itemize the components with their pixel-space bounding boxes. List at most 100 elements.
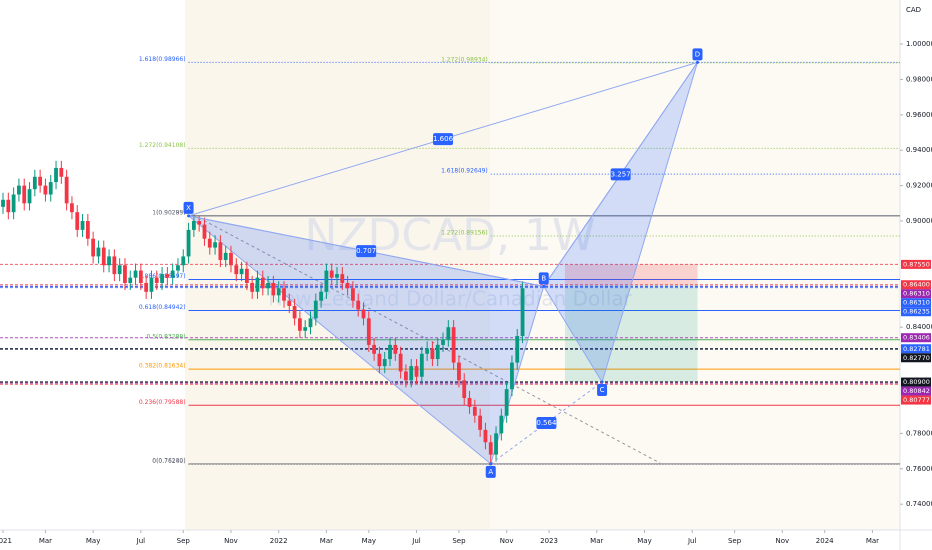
- point-badge: [538, 272, 549, 285]
- candle-body: [335, 274, 339, 278]
- candle-body: [112, 256, 117, 275]
- candle-body: [138, 270, 143, 283]
- price-tag: [901, 395, 931, 405]
- candle-body: [409, 366, 414, 381]
- price-tag-label: 0.80842: [903, 387, 930, 395]
- candle-body: [101, 247, 106, 266]
- candle-body: [483, 429, 488, 443]
- candle-body: [441, 339, 445, 345]
- candle-body: [59, 167, 64, 177]
- x-tick-label: Nov: [224, 537, 238, 545]
- candle-body: [388, 344, 392, 360]
- candle-body: [451, 327, 456, 363]
- candle-body: [372, 344, 377, 354]
- candle-body: [107, 256, 111, 266]
- x-tick-label: Sep: [452, 537, 466, 545]
- candle-body: [308, 318, 313, 328]
- x-tick-label: 2023: [540, 537, 558, 545]
- candle-body: [70, 203, 74, 213]
- candle-body: [297, 318, 302, 331]
- candle-body: [160, 274, 164, 283]
- price-tag: [901, 298, 931, 308]
- candle-body: [520, 288, 525, 337]
- price-tag-label: 0.86310: [903, 290, 930, 298]
- candle-body: [32, 176, 37, 190]
- watermark: NZDCAD, 1W New Zealand Dollar/Canadian D…: [268, 210, 632, 311]
- point-label: X: [186, 204, 191, 212]
- price-tag-label: 0.86235: [903, 308, 930, 316]
- fib-label: 1(0.90289): [152, 209, 185, 216]
- point-badge: [597, 384, 608, 397]
- pattern-point: [542, 284, 546, 288]
- price-tag-label: 0.82770: [903, 354, 930, 362]
- candle-body: [17, 185, 21, 195]
- candle-body: [43, 185, 48, 195]
- fib-label: 1.272(0.98934): [441, 56, 488, 63]
- candle-body: [165, 274, 170, 278]
- price-tag: [901, 333, 931, 343]
- pattern-point: [695, 60, 699, 64]
- candle-body: [1, 199, 5, 207]
- pattern-point: [600, 380, 604, 384]
- x-tick-label: Nov: [775, 537, 789, 545]
- x-tick-label: Mar: [590, 537, 603, 545]
- candle-body: [292, 305, 297, 319]
- candle-body: [250, 282, 255, 292]
- candle-body: [11, 194, 16, 213]
- price-tag: [901, 307, 931, 317]
- candle-body: [467, 397, 472, 407]
- candle-body: [202, 224, 207, 239]
- candle-body: [504, 389, 509, 416]
- candle-body: [510, 362, 514, 390]
- pattern-point: [489, 462, 493, 466]
- x-tick-label: Mar: [866, 537, 879, 545]
- x-tick-label: Jul: [411, 537, 421, 545]
- candle-body: [462, 380, 467, 398]
- fib-label: 0.382(0.81634): [139, 363, 186, 370]
- candle-body: [377, 353, 382, 367]
- x-tick-label: 2024: [816, 537, 834, 545]
- candle-body: [117, 265, 122, 275]
- candle-body: [75, 212, 80, 230]
- candle-body: [149, 277, 154, 292]
- candle-body: [213, 242, 217, 248]
- candle-body: [435, 344, 440, 360]
- candle-body: [27, 189, 32, 204]
- price-tag: [901, 386, 931, 396]
- candle-body: [319, 291, 323, 301]
- candle-body: [64, 176, 69, 204]
- candle-body: [244, 268, 249, 283]
- candle-body: [191, 221, 196, 230]
- candle-body: [287, 300, 292, 306]
- point-badge: [485, 465, 496, 478]
- fib-label: 1(0.90295): [152, 209, 185, 216]
- fib-label: 0(0.76249): [152, 458, 185, 465]
- candle-body: [366, 318, 371, 345]
- x-tick-label: Nov: [500, 537, 514, 545]
- candle-body: [276, 288, 281, 296]
- candle-body: [393, 344, 398, 354]
- candle-body: [234, 265, 239, 275]
- price-tag: [901, 280, 931, 290]
- watermark-title: NZDCAD, 1W: [304, 210, 595, 261]
- candle-body: [313, 300, 318, 319]
- candle-body: [170, 270, 175, 278]
- candle-body: [6, 199, 11, 213]
- ratio-badge: [610, 168, 631, 181]
- candle-body: [340, 274, 345, 283]
- pattern-point: [187, 214, 191, 218]
- candle-body: [85, 221, 90, 239]
- ratio-badge: [433, 133, 454, 146]
- x-tick-label: May: [362, 537, 376, 545]
- candle-body: [176, 265, 180, 271]
- fib-label: 1.272(0.89156): [441, 229, 488, 236]
- x-tick-label: Sep: [177, 537, 191, 545]
- candle-body: [260, 277, 265, 289]
- currency-label: CAD: [906, 6, 921, 14]
- candle-body: [324, 270, 329, 292]
- pattern-leg: [490, 381, 603, 465]
- price-tag-label: 0.82781: [903, 345, 930, 353]
